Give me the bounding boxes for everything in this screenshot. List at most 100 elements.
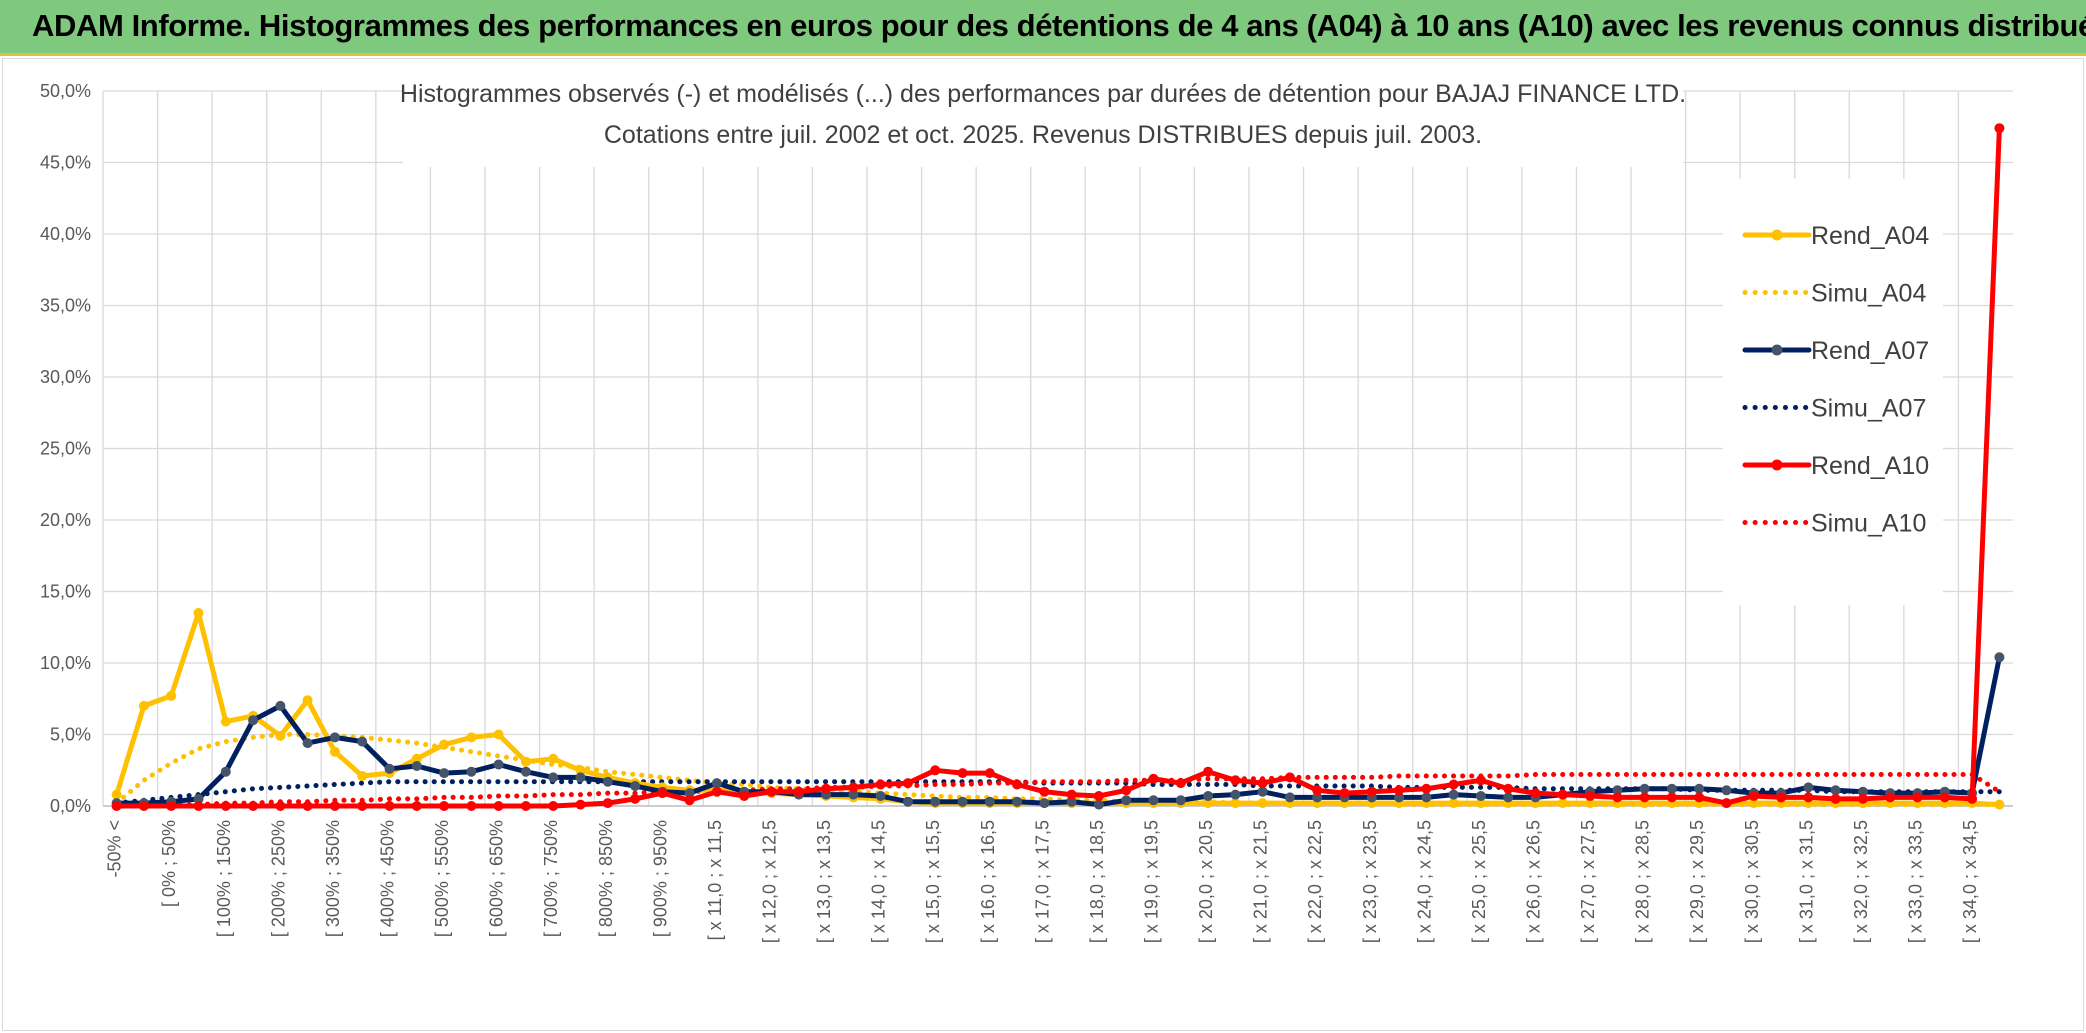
legend-label: Simu_A07 — [1811, 395, 1926, 423]
data-point — [466, 732, 477, 743]
data-point — [411, 753, 422, 764]
data-point — [411, 761, 422, 771]
data-point — [1503, 783, 1514, 794]
y-tick-label: 15,0% — [40, 582, 91, 602]
data-point — [193, 793, 204, 804]
data-point — [1694, 783, 1705, 794]
x-tick-label: [ 600% ; 650% — [487, 820, 507, 937]
data-point — [1421, 783, 1432, 794]
data-point — [384, 763, 395, 774]
data-point — [1694, 792, 1705, 803]
x-tick-label: [ x 23,0 ; x 23,5 — [1360, 820, 1380, 943]
data-point — [630, 781, 641, 791]
data-point — [1284, 772, 1295, 783]
data-point — [1830, 785, 1841, 796]
data-point — [357, 771, 368, 781]
data-point — [930, 765, 941, 776]
data-point — [902, 778, 913, 789]
data-point — [439, 801, 450, 811]
data-point — [220, 801, 231, 811]
data-point — [902, 796, 913, 807]
data-point — [848, 789, 859, 800]
data-point — [548, 801, 559, 811]
data-point — [520, 801, 531, 811]
title-backdrop — [403, 61, 1683, 167]
data-point — [1557, 789, 1568, 800]
x-tick-label: [ x 27,0 ; x 27,5 — [1578, 820, 1598, 943]
data-point — [984, 796, 995, 807]
data-point — [1748, 798, 1759, 809]
chart-title: Histogrammes observés (-) et modélisés (… — [400, 80, 1686, 108]
x-tick-label: [ x 32,0 ; x 32,5 — [1851, 820, 1871, 943]
data-point — [848, 782, 859, 793]
data-point — [329, 801, 340, 811]
data-point — [275, 801, 286, 811]
data-point — [1394, 792, 1405, 803]
line-chart: 0,0% 5,0% 10,0% 15,0% 20,0% 25,0% 30,0% 35,0% 40… — [40, 61, 2013, 943]
data-point — [548, 753, 559, 764]
data-point — [1912, 792, 1923, 803]
data-point — [1776, 792, 1787, 803]
data-point — [439, 739, 450, 750]
data-point — [193, 608, 204, 618]
x-axis: -50% < [ 0% ; 50% [ 100% ; 150% [ 200% ; 25… — [103, 805, 2013, 943]
data-point — [1339, 788, 1350, 799]
data-point — [1148, 795, 1159, 806]
data-point — [220, 716, 231, 727]
data-point — [466, 766, 477, 777]
x-tick-label: [ x 26,0 ; x 26,5 — [1524, 820, 1544, 943]
y-tick-label: 25,0% — [40, 439, 91, 459]
data-point — [1012, 796, 1023, 807]
data-point — [1666, 783, 1677, 794]
data-point — [166, 690, 177, 701]
data-point — [111, 789, 122, 800]
data-point — [1475, 791, 1486, 801]
data-point — [1039, 798, 1050, 809]
report-title: ADAM Informe. Histogrammes des performan… — [32, 8, 2086, 43]
data-point — [1203, 791, 1214, 801]
data-point — [575, 765, 586, 776]
data-point — [602, 776, 613, 787]
data-point — [1612, 785, 1623, 796]
legend-marker — [1771, 459, 1783, 471]
data-point — [1230, 798, 1241, 809]
data-point — [548, 772, 559, 783]
data-point — [1257, 786, 1268, 797]
data-point — [1857, 786, 1868, 797]
x-tick-label: [ x 31,0 ; x 31,5 — [1796, 820, 1816, 943]
legend-marker — [1771, 229, 1783, 241]
series-line-rend-a07 — [116, 656, 2002, 808]
data-point — [302, 801, 313, 811]
x-tick-label: [ x 22,0 ; x 22,5 — [1305, 820, 1325, 943]
data-point — [1175, 795, 1186, 806]
data-point — [1666, 792, 1677, 803]
legend-label: Rend_A10 — [1811, 452, 1929, 480]
y-tick-label: 50,0% — [40, 81, 91, 101]
data-point — [1830, 793, 1841, 804]
x-tick-label: [ 100% ; 150% — [214, 820, 234, 937]
data-point — [411, 801, 422, 811]
x-tick-label: -50% < — [105, 820, 125, 878]
x-tick-label: [ 800% ; 850% — [596, 820, 616, 937]
data-point — [1639, 783, 1650, 794]
data-point — [275, 730, 286, 741]
data-point — [302, 695, 313, 706]
legend-label: Rend_A04 — [1811, 222, 1929, 250]
data-point — [984, 768, 995, 779]
x-tick-label: [ x 14,0 ; x 14,5 — [869, 820, 889, 943]
data-point — [138, 801, 149, 811]
data-point — [1257, 778, 1268, 789]
data-point — [493, 801, 504, 811]
y-tick-label: 35,0% — [40, 296, 91, 316]
x-tick-label: [ 500% ; 550% — [432, 820, 452, 937]
data-point — [1530, 788, 1541, 799]
x-tick-label: [ x 28,0 ; x 28,5 — [1633, 820, 1653, 943]
data-point — [1803, 792, 1814, 803]
data-point — [793, 786, 804, 797]
data-point — [957, 796, 968, 807]
legend-box — [1723, 179, 1943, 605]
data-point — [275, 700, 286, 711]
data-point — [875, 779, 886, 790]
x-tick-label: [ x 24,0 ; x 24,5 — [1414, 820, 1434, 943]
data-point — [220, 766, 231, 777]
